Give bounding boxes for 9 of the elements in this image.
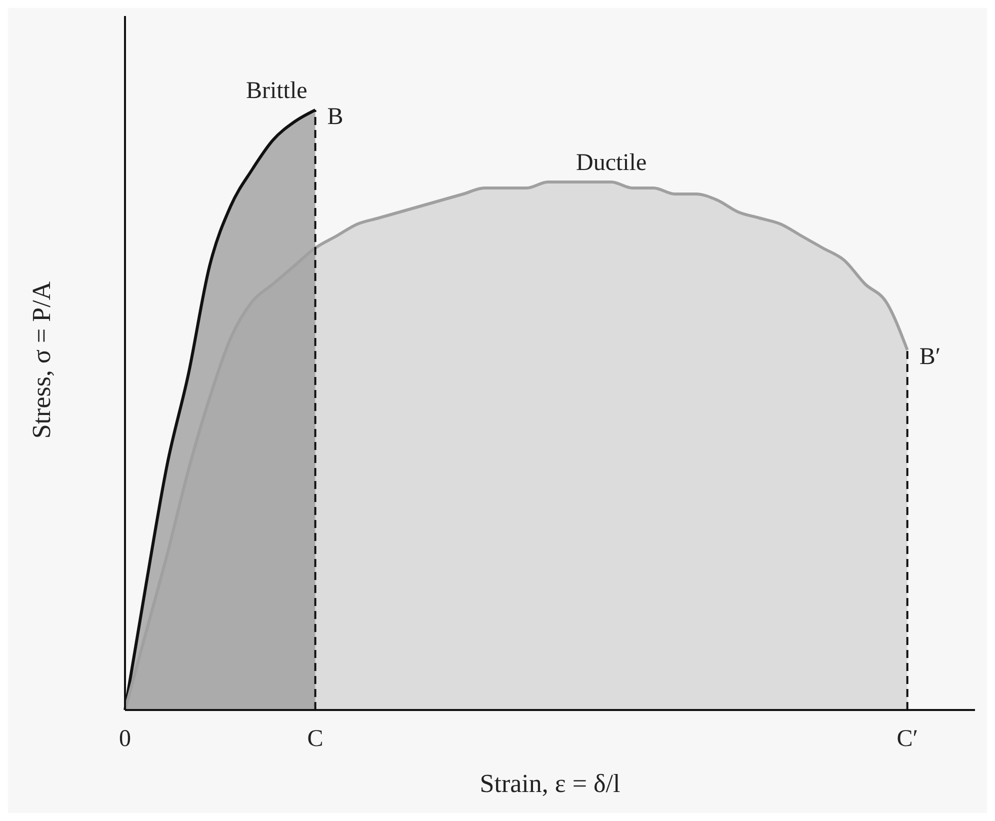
series-label: Ductile xyxy=(576,150,647,176)
x-axis-title: Strain, ε = δ/l xyxy=(480,769,620,798)
x-tick-label: 0 xyxy=(119,726,131,752)
x-tick-label: C xyxy=(307,726,324,752)
annotation: B′ xyxy=(919,344,941,370)
x-tick-label: C′ xyxy=(896,726,918,752)
y-axis-title: Stress, σ = P/A xyxy=(27,281,56,439)
annotation: B xyxy=(327,104,344,130)
series-label: Brittle xyxy=(246,78,308,104)
